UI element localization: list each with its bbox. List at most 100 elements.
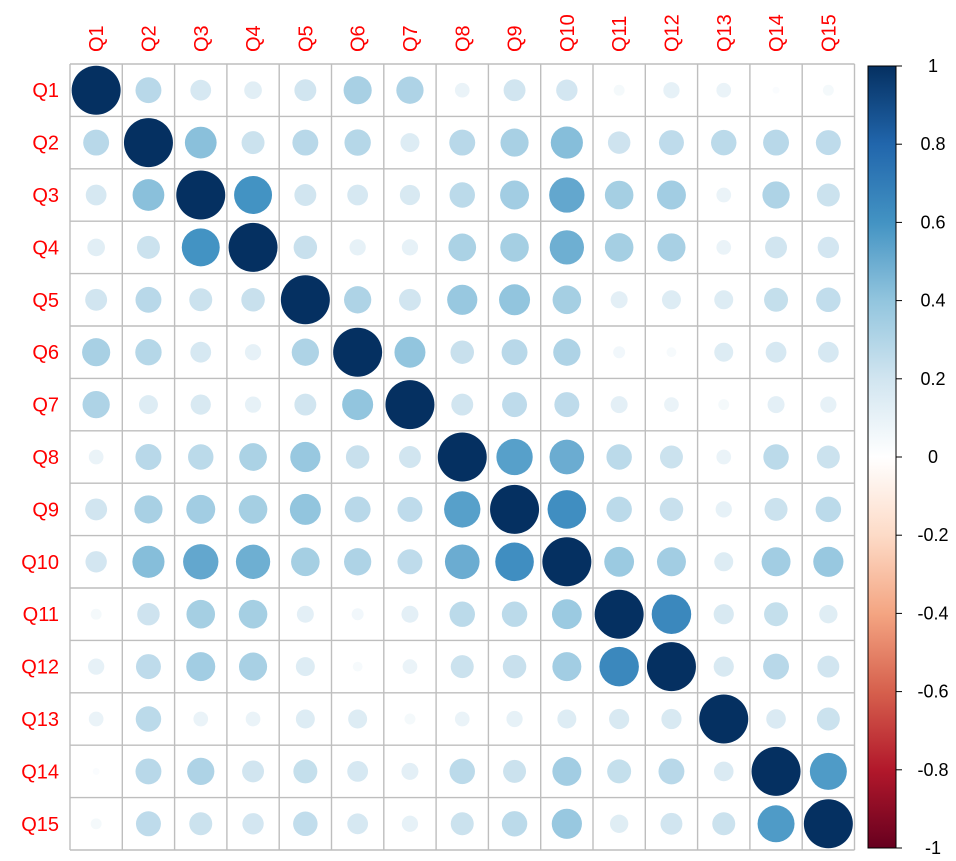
color-legend: 1 0.8 0.6 0.4 0.2 0 -0.2 -0.4 -0.6 -0.8 -1 [867, 56, 949, 858]
corr-circle-q6-q11 [613, 346, 626, 359]
corr-circle-q9-q11 [606, 496, 632, 523]
corr-circle-q7-q13 [718, 399, 730, 411]
corr-circle-q15-q14 [757, 805, 795, 843]
color-bar-label: 0.6 [920, 212, 945, 232]
corr-circle-q15-q8 [450, 812, 474, 836]
corr-circle-q8-q5 [290, 441, 321, 473]
corr-circle-q4-q13 [716, 240, 732, 255]
corr-circle-q3-q11 [604, 180, 634, 210]
corr-circle-q2-q2 [123, 118, 173, 168]
corr-circle-q11-q13 [713, 604, 734, 625]
corr-circle-q5-q14 [764, 287, 789, 312]
corr-circle-q2-q15 [815, 130, 841, 156]
corr-circle-q5-q9 [499, 284, 531, 316]
corr-circle-q4-q11 [604, 233, 634, 262]
corr-circle-q11-q10 [551, 599, 582, 630]
corr-circle-q14-q4 [242, 760, 265, 783]
corr-circle-q7-q3 [190, 394, 211, 415]
corr-circle-q14-q10 [552, 756, 582, 786]
corr-circle-q10-q10 [542, 537, 592, 587]
corr-circle-q2-q10 [550, 126, 583, 159]
corr-circle-q4-q15 [817, 236, 840, 259]
corr-circle-q2-q9 [500, 128, 529, 157]
color-bar-label: 0.2 [920, 369, 945, 389]
column-label-q14: Q14 [766, 14, 788, 52]
corr-circle-q7-q15 [820, 396, 837, 413]
corr-circle-q6-q7 [394, 336, 426, 368]
corr-circle-q5-q2 [135, 286, 162, 313]
corr-circle-q7-q7 [385, 380, 435, 430]
corr-circle-q1-q6 [343, 76, 372, 105]
corr-circle-q6-q12 [666, 347, 677, 358]
corr-circle-q3-q7 [399, 184, 421, 206]
corr-circle-q8-q2 [135, 444, 162, 470]
row-label-q10: Q10 [21, 552, 59, 574]
corr-circle-q6-q1 [82, 338, 111, 367]
corr-circle-q5-q12 [661, 290, 681, 310]
corr-circle-q15-q9 [501, 811, 528, 837]
corr-circle-q13-q15 [816, 707, 840, 731]
color-bar [867, 65, 897, 849]
column-labels: Q1 Q2 Q3 Q4 Q5 Q6 Q7 Q8 Q9 Q10 Q11 Q12 Q13 Q14 Q15 [86, 14, 840, 52]
corr-circle-q15-q15 [803, 799, 853, 849]
corr-circle-q11-q12 [651, 594, 692, 634]
corr-circle-q13-q2 [135, 706, 162, 732]
corr-circle-q1-q3 [190, 79, 212, 101]
corr-circle-q4-q5 [293, 235, 318, 260]
matrix-grid [69, 63, 856, 851]
corr-circle-q8-q15 [816, 445, 840, 469]
corr-circle-q13-q14 [766, 709, 786, 729]
corr-circle-q13-q9 [506, 710, 523, 728]
corr-circle-q9-q9 [490, 484, 540, 534]
column-label-q13: Q13 [714, 14, 736, 52]
corr-circle-q4-q4 [228, 222, 278, 272]
corr-circle-q10-q4 [235, 544, 271, 579]
corr-circle-q1-q12 [663, 82, 680, 99]
color-bar-label: 0.8 [920, 134, 945, 154]
row-label-q6: Q6 [32, 342, 59, 364]
corr-circle-q9-q13 [715, 501, 732, 518]
color-bar-label: 0 [928, 447, 938, 467]
corr-circle-q2-q5 [292, 129, 319, 156]
corr-circle-q7-q1 [82, 390, 110, 419]
corr-circle-q6-q4 [244, 344, 262, 361]
corr-circle-q9-q5 [289, 493, 321, 525]
corr-circle-q7-q4 [244, 396, 262, 413]
corr-circle-q10-q5 [291, 547, 320, 577]
corr-circle-q1-q10 [556, 79, 578, 101]
corr-circle-q5-q4 [241, 288, 265, 312]
corr-circle-q2-q13 [711, 129, 737, 156]
corr-circle-q1-q14 [772, 86, 780, 94]
corr-circle-q2-q12 [658, 130, 684, 156]
corr-circle-q1-q15 [822, 84, 834, 96]
corr-circle-q9-q10 [547, 490, 587, 529]
corr-circle-q5-q3 [189, 288, 213, 312]
corr-circle-q14-q1 [92, 767, 100, 775]
corr-circle-q2-q1 [83, 129, 110, 156]
corr-circle-q10-q1 [85, 551, 107, 573]
corr-circle-q10-q15 [813, 546, 844, 577]
corr-circle-q10-q3 [183, 544, 219, 580]
corr-circle-q12-q11 [599, 646, 639, 687]
corr-circle-q8-q4 [239, 443, 267, 471]
corr-circle-q15-q10 [551, 808, 582, 839]
corr-circle-q2-q7 [400, 133, 420, 153]
corr-circle-q3-q4 [234, 176, 273, 214]
corr-circle-q1-q1 [71, 65, 121, 115]
corr-circle-q6-q15 [817, 341, 839, 363]
corr-circle-q5-q13 [714, 290, 734, 310]
corr-circle-q4-q1 [87, 238, 105, 257]
corr-circle-q14-q14 [751, 746, 801, 796]
corr-circle-q8-q9 [496, 438, 533, 476]
corr-circle-q4-q14 [765, 236, 788, 259]
row-label-q15: Q15 [21, 814, 59, 836]
corr-circle-q12-q12 [646, 642, 696, 692]
corr-circle-q11-q9 [501, 601, 528, 627]
corr-circle-q15-q11 [609, 814, 629, 833]
corr-circle-q14-q11 [607, 759, 632, 784]
corr-circle-q5-q11 [610, 291, 628, 309]
corr-circle-q3-q8 [449, 182, 475, 208]
corr-circle-q12-q14 [763, 653, 790, 680]
corr-circle-q14-q2 [135, 758, 162, 785]
